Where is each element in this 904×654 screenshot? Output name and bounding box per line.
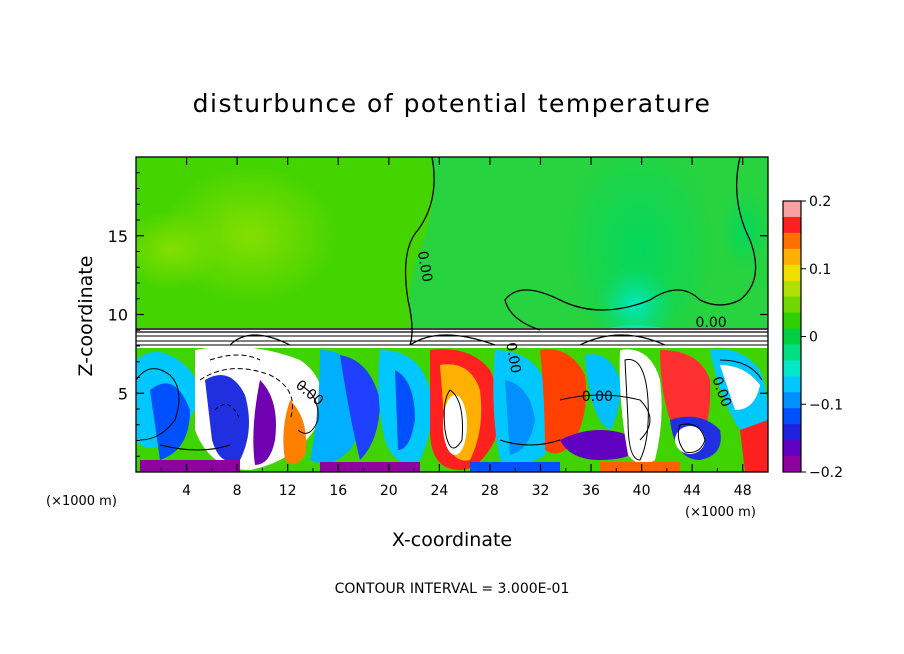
x-tick-label: 32 [532, 483, 550, 499]
colorbar-swatch [783, 456, 801, 473]
contour-label: 0.00 [414, 250, 435, 283]
colorbar-swatch [783, 264, 801, 282]
x-tick-label: 16 [329, 483, 347, 499]
x-tick-label: 44 [683, 483, 701, 499]
x-tick-label: 12 [279, 483, 297, 499]
y-tick-label: 5 [118, 384, 128, 403]
x-tick-label: 8 [233, 483, 242, 499]
x-unit-right: (×1000 m) [685, 505, 756, 520]
x-tick-label: 36 [582, 483, 600, 499]
colorbar-swatch [783, 232, 801, 250]
contour-label: 0.00 [502, 341, 523, 374]
y-tick-label: 10 [108, 306, 128, 325]
contour-interval-note: CONTOUR INTERVAL = 3.000E-01 [335, 581, 570, 597]
colorbar-swatch [783, 201, 801, 218]
chart-title: disturbunce of potential temperature [193, 89, 712, 118]
colorbar-swatch [783, 216, 801, 234]
y-axis-ticks: 5 10 15 [108, 172, 768, 457]
colorbar-tick-label: 0.1 [809, 262, 831, 278]
colorbar-swatch [783, 360, 801, 377]
colorbar-tick-label: 0.2 [809, 194, 831, 210]
colorbar-ticks: 0.2 0.1 0 −0.1 −0.2 [801, 194, 843, 481]
colorbar-swatch [783, 440, 801, 457]
colorbar-swatch [783, 328, 801, 345]
x-tick-label: 48 [734, 483, 752, 499]
colorbar-swatch [783, 376, 801, 393]
y-axis-label: Z-coordinate [75, 256, 97, 377]
x-tick-label: 24 [430, 483, 448, 499]
colorbar-swatch [783, 248, 801, 266]
x-tick-label: 4 [182, 483, 191, 499]
colorbar-swatch [783, 312, 801, 330]
x-tick-label: 28 [481, 483, 499, 499]
colorbar-swatch [783, 344, 801, 361]
x-unit-left: (×1000 m) [46, 494, 117, 509]
y-tick-label: 15 [108, 227, 128, 246]
colorbar-swatch [783, 424, 801, 441]
colorbar-swatch [783, 408, 801, 425]
colorbar [782, 200, 802, 473]
x-tick-label: 20 [380, 483, 398, 499]
colorbar-tick-label: −0.1 [809, 397, 843, 413]
contour-label: 0.00 [696, 315, 727, 331]
heatmap-field [136, 157, 768, 472]
colorbar-tick-label: −0.2 [809, 465, 843, 481]
colorbar-tick-label: 0 [809, 330, 818, 346]
x-axis-label: X-coordinate [392, 529, 512, 551]
x-tick-label: 40 [633, 483, 651, 499]
x-axis-ticks: 4 8 12 16 20 24 28 32 36 40 44 48 [160, 157, 769, 499]
colorbar-swatch [783, 392, 801, 409]
colorbar-swatch [783, 280, 801, 298]
contour-label: 0.00 [582, 389, 613, 405]
colorbar-swatch [783, 296, 801, 314]
